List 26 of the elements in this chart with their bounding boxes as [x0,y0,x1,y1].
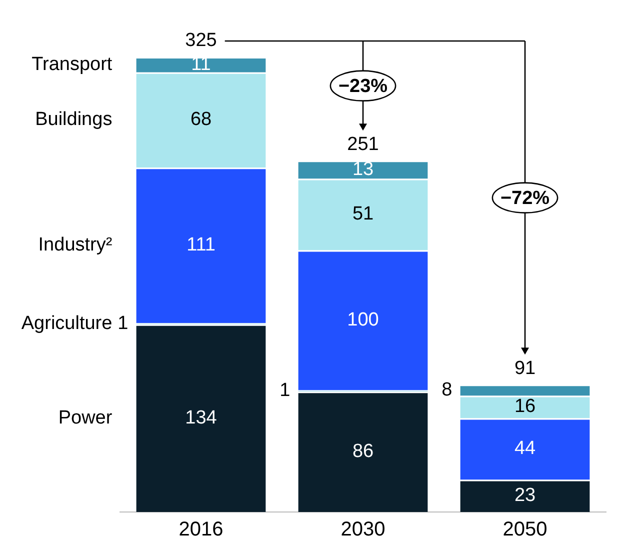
data-label: 16 [514,396,536,418]
data-label: 134 [185,407,218,428]
total-label: 325 [185,30,217,52]
series-label: Transport [32,54,113,75]
data-label: 86 [352,441,374,462]
data-label: 1 [280,380,290,402]
data-label: 68 [190,109,212,130]
annotation: −23% [338,76,388,98]
x-tick-label: 2030 [340,518,386,541]
total-label: 91 [514,358,536,379]
data-label: 51 [352,204,374,225]
series-label: Power [58,407,113,428]
data-label: 1 [118,312,128,334]
annotation: −72% [500,188,550,210]
x-tick-label: 2016 [178,518,224,541]
data-label: 13 [352,158,374,180]
total-label: 251 [347,134,379,155]
series-label: Industry² [38,234,112,256]
data-label: 44 [514,438,536,460]
series-label: Agriculture [21,312,112,334]
data-label: 111 [186,234,216,256]
x-tick-label: 2050 [502,518,548,541]
data-label: 23 [514,485,536,506]
series-label: Buildings [35,109,112,130]
data-label: 8 [442,379,452,400]
data-label: 100 [347,309,379,330]
